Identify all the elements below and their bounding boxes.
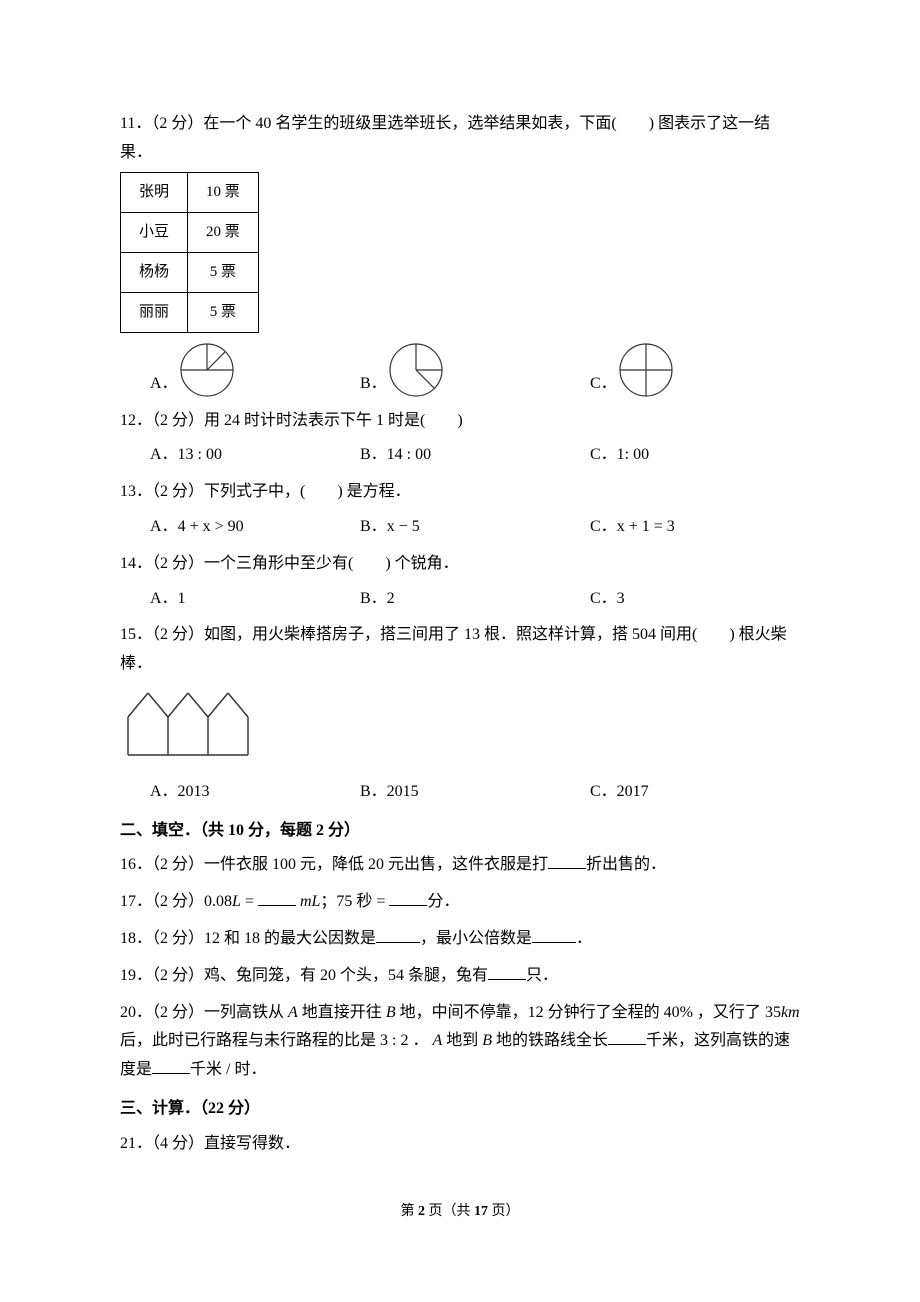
q14-option-b: B．2 (360, 585, 590, 614)
q13-option-a: A．4 + x > 90 (150, 513, 360, 542)
q13-option-c: C．x + 1 = 3 (590, 513, 675, 542)
pie-chart-b-icon (387, 341, 445, 399)
q11-option-b: B． (360, 341, 590, 399)
blank (532, 927, 576, 943)
blank (376, 927, 420, 943)
page-footer: 第 2 页（共 17 页） (120, 1199, 800, 1224)
q15-option-c: C．2017 (590, 778, 649, 807)
q12-option-c: C．1: 00 (590, 441, 649, 470)
vote-table: 张明10 票 小豆20 票 杨杨5 票 丽丽5 票 (120, 172, 259, 333)
blank (258, 890, 296, 906)
q12-options: A．13 : 00 B．14 : 00 C．1: 00 (150, 441, 800, 470)
table-row: 张明10 票 (121, 172, 259, 212)
question-19: 19．（2 分）鸡、兔同笼，有 20 个头，54 条腿，兔有只． (120, 962, 800, 991)
q11-option-a: A． (150, 341, 360, 399)
q11-text: 11．（2 分）在一个 40 名学生的班级里选举班长，选举结果如表，下面( ) … (120, 110, 800, 168)
question-12: 12．（2 分）用 24 时计时法表示下午 1 时是( ) A．13 : 00 … (120, 407, 800, 471)
q12-option-b: B．14 : 00 (360, 441, 590, 470)
pie-chart-a-icon (178, 341, 236, 399)
q12-text: 12．（2 分）用 24 时计时法表示下午 1 时是( ) (120, 407, 800, 436)
blank (548, 853, 586, 869)
q15-text: 15．（2 分）如图，用火柴棒搭房子，搭三间用了 13 根．照这样计算，搭 50… (120, 621, 800, 679)
q15-option-a: A．2013 (150, 778, 360, 807)
question-16: 16．（2 分）一件衣服 100 元，降低 20 元出售，这件衣服是打折出售的． (120, 851, 800, 880)
q14-option-c: C．3 (590, 585, 625, 614)
q14-options: A．1 B．2 C．3 (150, 585, 800, 614)
question-15: 15．（2 分）如图，用火柴棒搭房子，搭三间用了 13 根．照这样计算，搭 50… (120, 621, 800, 806)
blank (608, 1029, 646, 1045)
blank (488, 964, 526, 980)
houses-icon (120, 687, 800, 770)
question-11: 11．（2 分）在一个 40 名学生的班级里选举班长，选举结果如表，下面( ) … (120, 110, 800, 399)
q14-option-a: A．1 (150, 585, 360, 614)
question-21: 21．（4 分）直接写得数． (120, 1130, 800, 1159)
q11-option-c: C． (590, 341, 675, 399)
section-3-header: 三、计算．（22 分） (120, 1095, 800, 1124)
section-2-header: 二、填空．（共 10 分，每题 2 分） (120, 817, 800, 846)
q13-options: A．4 + x > 90 B．x − 5 C．x + 1 = 3 (150, 513, 800, 542)
blank (389, 890, 427, 906)
question-13: 13．（2 分）下列式子中，( ) 是方程． A．4 + x > 90 B．x … (120, 478, 800, 542)
pie-chart-c-icon (617, 341, 675, 399)
question-18: 18．（2 分）12 和 18 的最大公因数是，最小公倍数是． (120, 925, 800, 954)
question-17: 17．（2 分）0.08L = mL；75 秒 = 分． (120, 888, 800, 917)
q13-text: 13．（2 分）下列式子中，( ) 是方程． (120, 478, 800, 507)
q12-option-a: A．13 : 00 (150, 441, 360, 470)
q15-option-b: B．2015 (360, 778, 590, 807)
table-row: 杨杨5 票 (121, 252, 259, 292)
q14-text: 14．（2 分）一个三角形中至少有( ) 个锐角． (120, 550, 800, 579)
question-20: 20．（2 分）一列高铁从 A 地直接开往 B 地，中间不停靠，12 分钟行了全… (120, 999, 800, 1085)
q11-options: A． B． C． (120, 341, 800, 399)
blank (152, 1058, 190, 1074)
table-row: 小豆20 票 (121, 212, 259, 252)
q13-option-b: B．x − 5 (360, 513, 590, 542)
table-row: 丽丽5 票 (121, 292, 259, 332)
question-14: 14．（2 分）一个三角形中至少有( ) 个锐角． A．1 B．2 C．3 (120, 550, 800, 614)
q15-options: A．2013 B．2015 C．2017 (150, 778, 800, 807)
